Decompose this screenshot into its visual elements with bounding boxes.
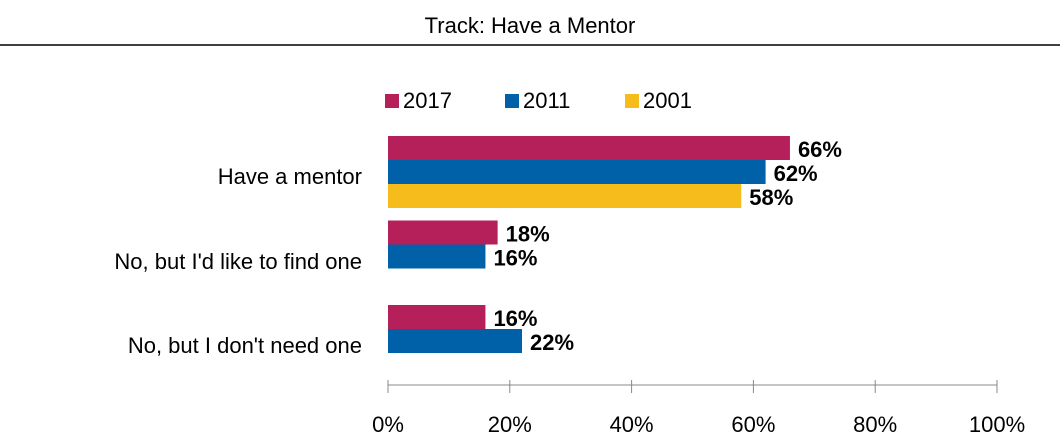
legend-label: 2011 bbox=[523, 88, 570, 113]
bar bbox=[388, 220, 498, 245]
value-label: 16% bbox=[493, 306, 537, 331]
bar bbox=[388, 184, 742, 208]
value-label: 22% bbox=[530, 330, 574, 355]
x-tick-label: 60% bbox=[731, 412, 775, 437]
legend-swatch bbox=[505, 94, 519, 108]
bar bbox=[388, 305, 486, 329]
value-label: 66% bbox=[798, 137, 842, 162]
value-label: 58% bbox=[749, 185, 793, 210]
bar bbox=[388, 160, 766, 184]
category-text: No, but I don't need one bbox=[127, 333, 362, 358]
legend-swatch bbox=[385, 94, 399, 108]
category-label: Have a mentor bbox=[32, 160, 362, 194]
legend-label: 2017 bbox=[403, 88, 452, 113]
x-tick-label: 20% bbox=[488, 412, 532, 437]
bar bbox=[388, 244, 486, 269]
value-label: 16% bbox=[493, 245, 537, 270]
category-label: No, but I don't need one bbox=[32, 329, 362, 363]
category-text: Have a mentor bbox=[217, 164, 362, 189]
category-text: No, but I'd like to find one bbox=[114, 248, 362, 274]
category-label: No, but I'd like to find one bbox=[32, 245, 362, 279]
x-tick-label: 40% bbox=[610, 412, 654, 437]
legend-label: 2001 bbox=[643, 88, 692, 113]
bar bbox=[388, 136, 790, 160]
bar bbox=[388, 329, 522, 353]
x-tick-label: 100% bbox=[969, 412, 1025, 437]
value-label: 62% bbox=[774, 161, 818, 186]
x-tick-label: 0% bbox=[372, 412, 404, 437]
x-tick-label: 80% bbox=[853, 412, 897, 437]
chart-title: Track: Have a Mentor bbox=[425, 13, 636, 38]
legend-swatch bbox=[625, 94, 639, 108]
value-label: 18% bbox=[506, 221, 550, 246]
